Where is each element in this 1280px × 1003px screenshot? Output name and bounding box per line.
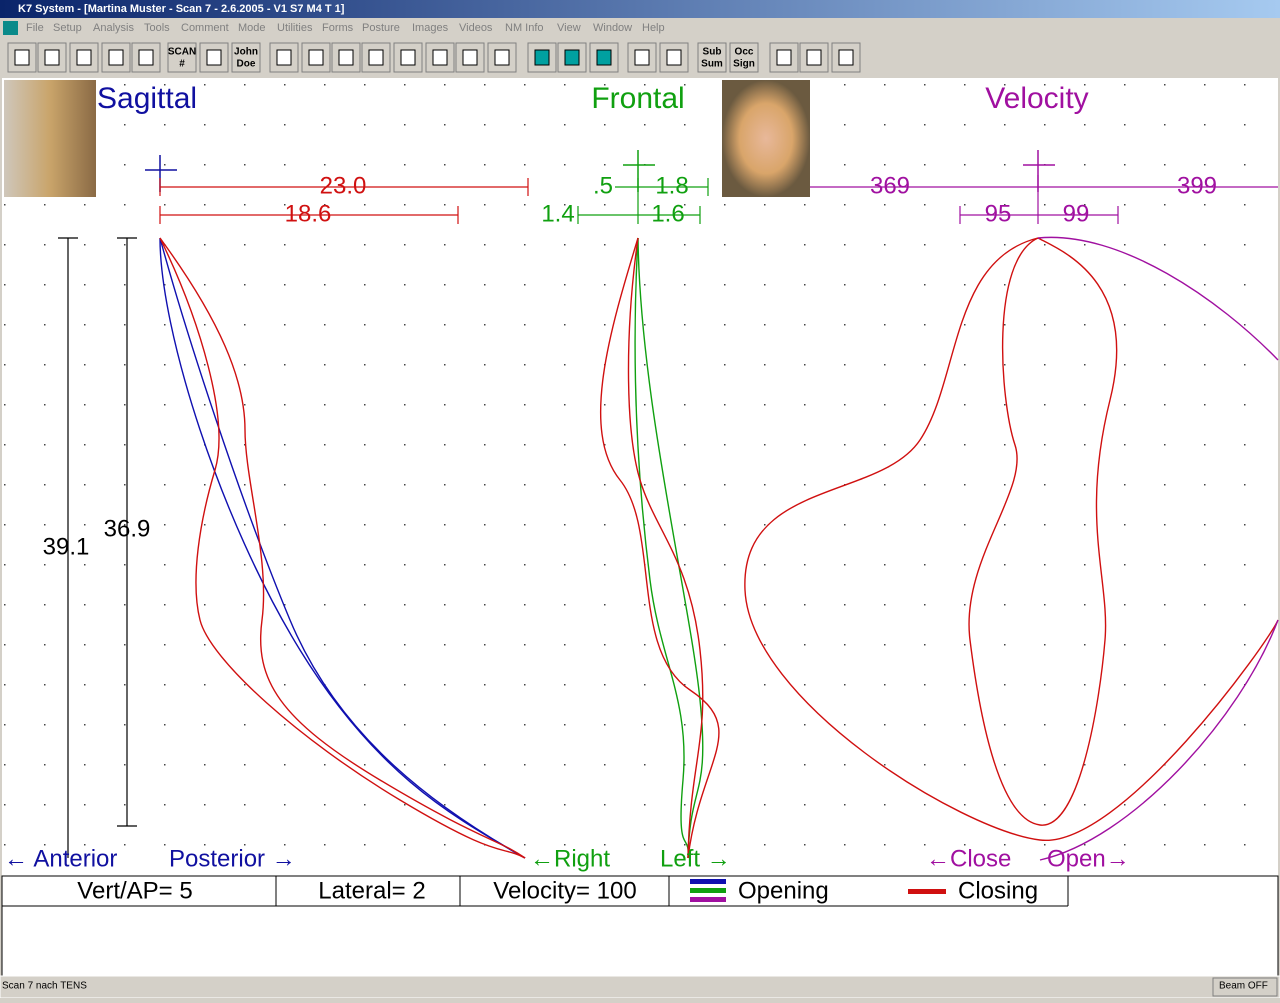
title-bar [0, 0, 1280, 18]
tool-icon [494, 49, 510, 66]
tool-label: Occ [735, 47, 754, 58]
menu-item[interactable]: Comment [181, 22, 229, 34]
tool-icon [14, 49, 30, 66]
status-bar [0, 975, 1280, 999]
tool-label: Sign [733, 59, 755, 70]
tool-icon [534, 49, 550, 66]
tool-icon [806, 49, 822, 66]
tool-label: Sum [701, 59, 723, 70]
frontal-title: Frontal [591, 82, 684, 115]
axis-label: Posterior → [169, 845, 296, 872]
tool-button[interactable] [167, 42, 197, 73]
tool-icon [838, 49, 854, 66]
menu-bg [0, 18, 1280, 38]
tool-icon [368, 49, 384, 66]
menu-item[interactable]: Analysis [93, 22, 134, 34]
axis-label: ←Right [530, 845, 610, 872]
measure: 369 [870, 172, 910, 199]
tool-label: # [179, 59, 185, 70]
opening-swatch [690, 879, 726, 902]
menu-item[interactable]: Images [412, 22, 449, 34]
tool-icon [44, 49, 60, 66]
legend-text: Vert/AP= 5 [77, 877, 192, 904]
tool-label: Sub [703, 47, 722, 58]
sagittal-title: Sagittal [97, 82, 197, 115]
tool-icon [462, 49, 478, 66]
legend-text: Opening [738, 877, 829, 904]
tool-icon [666, 49, 682, 66]
tool-icon [138, 49, 154, 66]
tool-icon [776, 49, 792, 66]
tool-icon [276, 49, 292, 66]
axis-label: Left → [660, 845, 731, 872]
tool-icon [596, 49, 612, 66]
measure: 99 [1063, 200, 1090, 227]
tool-label: Doe [237, 59, 256, 70]
axis-label: ←Close [926, 845, 1011, 872]
tool-button[interactable] [231, 42, 261, 73]
measure: 36.9 [104, 515, 151, 542]
measure: 399 [1177, 172, 1217, 199]
tool-button[interactable] [729, 42, 759, 73]
tool-icon [564, 49, 580, 66]
tool-label: SCAN [168, 47, 196, 58]
menu-item[interactable]: Mode [238, 22, 266, 34]
legend-text: Velocity= 100 [493, 877, 636, 904]
menu-item[interactable]: Window [593, 22, 632, 34]
legend-bar [1, 875, 1279, 977]
menu-item[interactable]: Videos [459, 22, 493, 34]
tool-icon [308, 49, 324, 66]
legend-text: Lateral= 2 [318, 877, 425, 904]
status-panel [1212, 977, 1278, 997]
side-photo [4, 80, 96, 197]
tool-icon [400, 49, 416, 66]
axis-label: Open→ [1047, 845, 1130, 872]
tool-button[interactable] [269, 42, 299, 73]
measure: 1.6 [651, 200, 684, 227]
legend-text: Closing [958, 877, 1038, 904]
measure: 23.0 [320, 172, 367, 199]
menu-item[interactable]: Posture [362, 22, 400, 34]
measure: 1.4 [541, 200, 574, 227]
tool-button[interactable] [697, 42, 727, 73]
measure: 18.6 [285, 200, 332, 227]
tool-icon [432, 49, 448, 66]
measure: 1.8 [655, 172, 688, 199]
menu-item[interactable]: Setup [53, 22, 82, 34]
menu-item[interactable]: Forms [322, 22, 354, 34]
measure: .5 [593, 172, 613, 199]
menu-item[interactable]: Tools [144, 22, 170, 34]
tool-icon [206, 49, 222, 66]
tool-icon [634, 49, 650, 66]
menu-item[interactable]: Utilities [277, 22, 313, 34]
dimension-lines [58, 175, 1278, 858]
front-photo [722, 80, 810, 197]
measure: 39.1 [43, 533, 90, 560]
measure: 95 [985, 200, 1012, 227]
tool-icon [76, 49, 92, 66]
menu-item[interactable]: File [26, 22, 44, 34]
app-icon [3, 21, 18, 35]
status-message: Scan 7 nach TENS [2, 981, 87, 992]
menu-bar: File Setup Analysis Tools Comment Mode Utiliti… [0, 18, 1280, 38]
tool-label: John [234, 47, 258, 58]
window-title: K7 System - [Martina Muster - Scan 7 - 2… [18, 3, 345, 15]
menu-item[interactable]: View [557, 22, 581, 34]
traces [159, 236, 1279, 861]
legend-dividers [2, 876, 1069, 907]
menu-item[interactable]: Help [642, 22, 665, 34]
tool-icon [108, 49, 124, 66]
axis-label: ← Anterior [4, 845, 117, 872]
status-beam: Beam OFF [1219, 981, 1268, 992]
closing-swatch [908, 889, 946, 894]
menu-item[interactable]: NM Info [505, 22, 544, 34]
tool-icon [338, 49, 354, 66]
velocity-title: Velocity [985, 82, 1088, 115]
